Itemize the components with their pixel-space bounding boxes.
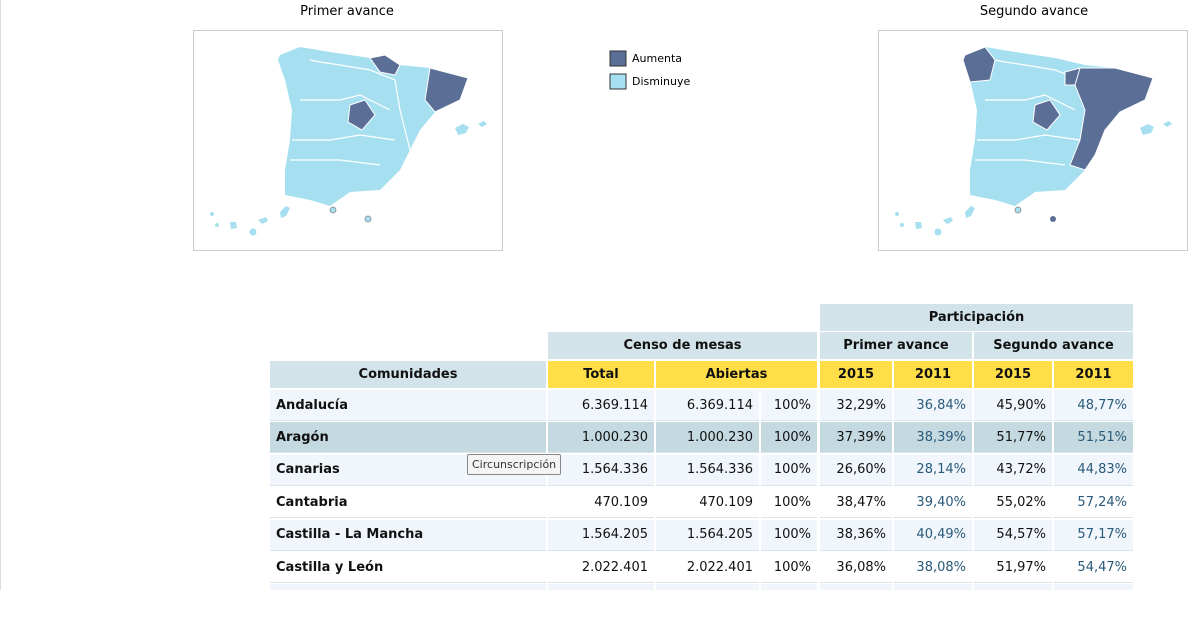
table-cell: 57,17%	[1054, 519, 1133, 551]
table-cell: 100%	[761, 454, 817, 486]
table-cell: 470.109	[548, 487, 654, 519]
row-partial	[1054, 584, 1133, 590]
header-cell: Participación	[820, 304, 1133, 331]
row-partial	[820, 584, 892, 590]
row-partial	[656, 584, 759, 590]
table-cell: 44,83%	[1054, 454, 1133, 486]
map-title: Segundo avance	[980, 4, 1088, 19]
table-cell: 48,77%	[1054, 390, 1133, 421]
table-cell: 100%	[761, 390, 817, 421]
map	[894, 46, 1173, 236]
table-cell: 100%	[761, 519, 817, 551]
table-cell: 54,47%	[1054, 552, 1133, 583]
table-cell: 39,40%	[894, 487, 972, 519]
row-label: Aragón	[270, 422, 546, 454]
row-label: Cantabria	[270, 487, 546, 519]
header-cell: 2011	[894, 361, 972, 388]
header-cell: Segundo avance	[974, 332, 1133, 359]
header-cell: Total	[548, 361, 654, 388]
table-cell: 51,97%	[974, 552, 1052, 583]
legend-swatch	[609, 50, 627, 67]
header-cell: Comunidades	[270, 361, 546, 388]
row-partial	[270, 584, 546, 590]
table-cell: 1.564.205	[656, 519, 759, 551]
table-cell: 55,02%	[974, 487, 1052, 519]
table-cell: 38,36%	[820, 519, 892, 551]
maps: Primer avance Segundo avance Aumenta Dis…	[193, 4, 1188, 251]
table-cell: 1.000.230	[656, 422, 759, 454]
table-cell: 38,08%	[894, 552, 972, 583]
row-label: Castilla y León	[270, 552, 546, 583]
header-cell: Censo de mesas	[548, 332, 817, 359]
header-cell: Abiertas	[656, 361, 817, 388]
row-label: Andalucía	[270, 390, 546, 421]
table-cell: 54,57%	[974, 519, 1052, 551]
table-cell: 100%	[761, 552, 817, 583]
table-cell: 37,39%	[820, 422, 892, 454]
row-partial	[761, 584, 817, 590]
left-border	[0, 0, 1, 590]
table-cell: 40,49%	[894, 519, 972, 551]
table-cell: 38,39%	[894, 422, 972, 454]
table-cell: 45,90%	[974, 390, 1052, 421]
tooltip: Circunscripción	[467, 454, 562, 475]
header-cell: 2015	[820, 361, 892, 388]
table-cell: 26,60%	[820, 454, 892, 486]
table-cell: 57,24%	[1054, 487, 1133, 519]
table-cell: 2.022.401	[548, 552, 654, 583]
row-partial	[894, 584, 972, 590]
table-cell: 100%	[761, 487, 817, 519]
legend-swatch	[609, 73, 627, 90]
table-cell: 38,47%	[820, 487, 892, 519]
table-cell: 2.022.401	[656, 552, 759, 583]
header-cell: 2011	[1054, 361, 1133, 388]
row-label: Castilla - La Mancha	[270, 519, 546, 551]
table-cell: 6.369.114	[656, 390, 759, 421]
table-cell: 100%	[761, 422, 817, 454]
table-cell: 1.564.336	[656, 454, 759, 486]
table-cell: 470.109	[656, 487, 759, 519]
table-cell: 51,77%	[974, 422, 1052, 454]
table-cell: 1.564.336	[548, 454, 654, 486]
row-partial	[548, 584, 654, 590]
table-cell: 43,72%	[974, 454, 1052, 486]
table-cell: 32,29%	[820, 390, 892, 421]
table-cell: 28,14%	[894, 454, 972, 486]
table-cell: 1.000.230	[548, 422, 654, 454]
table-cell: 1.564.205	[548, 519, 654, 551]
legend-label: Disminuye	[632, 75, 690, 88]
table-cell: 36,08%	[820, 552, 892, 583]
legend-label: Aumenta	[632, 52, 682, 65]
header-cell: 2015	[974, 361, 1052, 388]
map	[209, 47, 488, 236]
table-cell: 6.369.114	[548, 390, 654, 421]
header-cell: Primer avance	[820, 332, 972, 359]
table-cell: 51,51%	[1054, 422, 1133, 454]
table-cell: 36,84%	[894, 390, 972, 421]
map-title: Primer avance	[300, 4, 394, 19]
row-partial	[974, 584, 1052, 590]
